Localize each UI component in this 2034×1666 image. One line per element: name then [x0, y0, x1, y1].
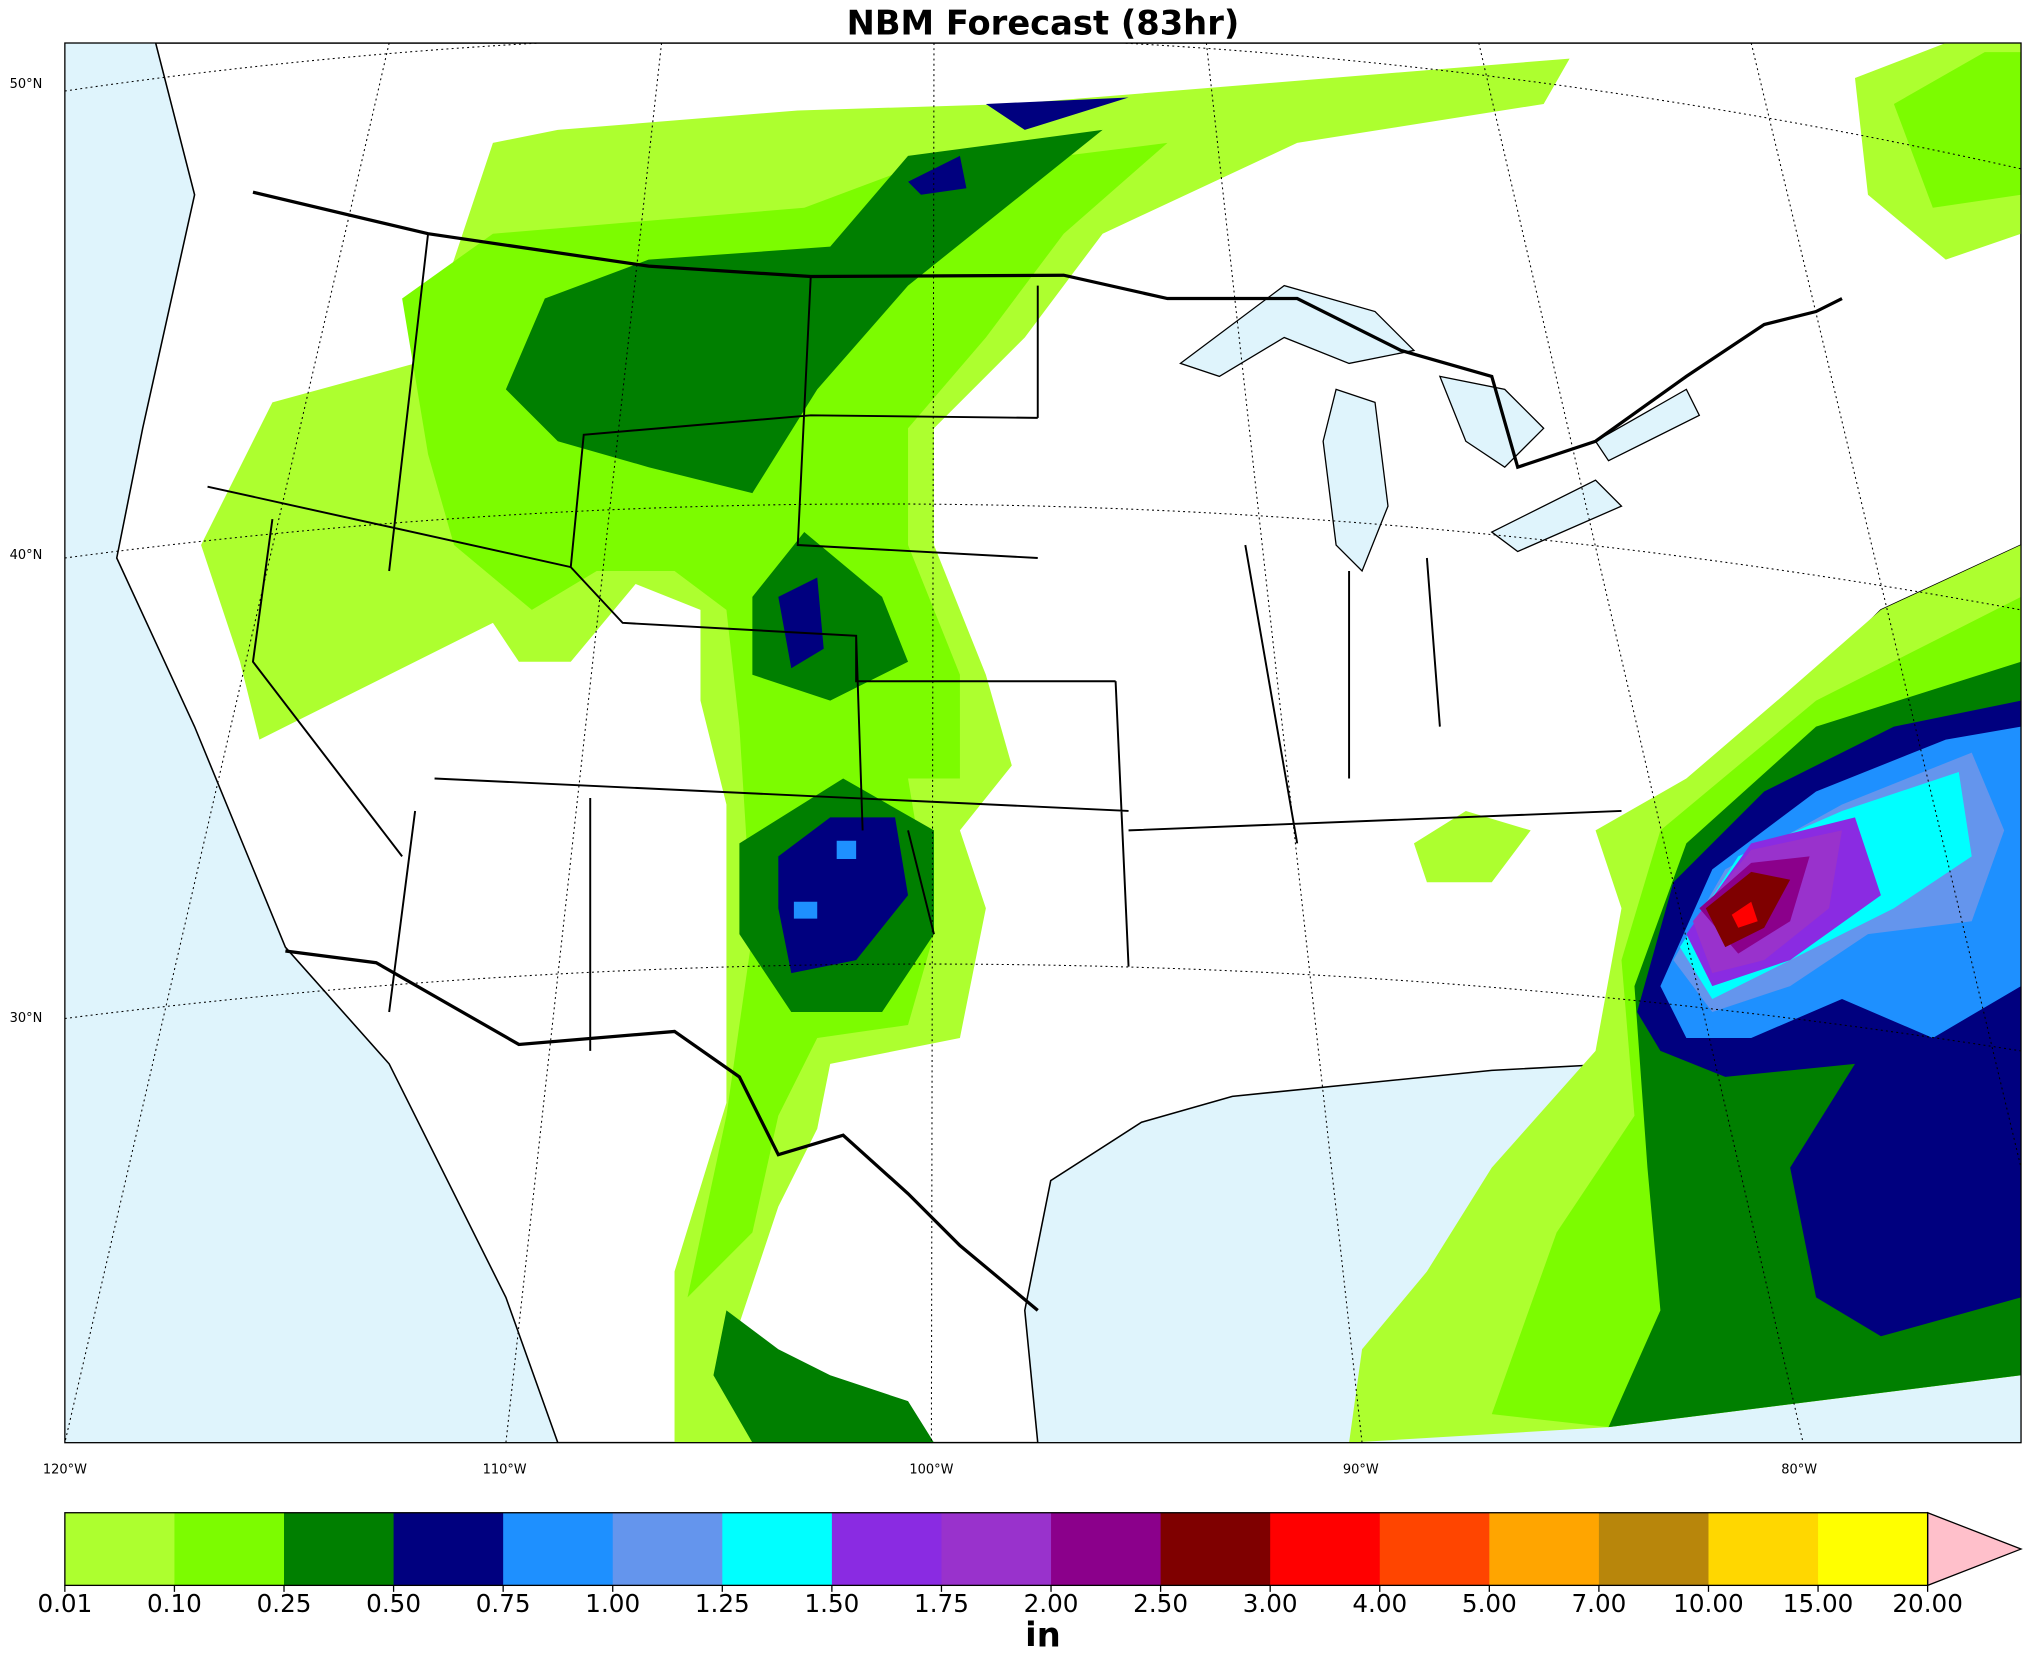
colorbar-box — [503, 1512, 614, 1586]
colorbar-box — [1270, 1512, 1381, 1586]
map-frame — [64, 42, 2022, 1444]
colorbar: 0.01 0.10 0.25 0.50 0.75 1.00 1.25 1.50 1.75 2.00… — [37, 1511, 2023, 1618]
colorbar-tick-label: 0.01 — [37, 1589, 92, 1618]
colorbar-tick-label: 7.00 — [1571, 1589, 1626, 1618]
colorbar-tick-label: 1.75 — [914, 1589, 969, 1618]
colorbar-tick-label: 2.50 — [1133, 1589, 1188, 1618]
colorbar-box — [941, 1512, 1052, 1586]
colorbar-box — [1379, 1512, 1490, 1586]
colorbar-tick-label: 1.25 — [695, 1589, 750, 1618]
colorbar-box — [1051, 1512, 1162, 1586]
lon-label: 100°W — [909, 1462, 953, 1477]
precip — [201, 43, 2022, 1443]
precip-contour — [1731, 901, 1758, 928]
colorbar-box — [1708, 1512, 1819, 1586]
colorbar-tick-label: 15.00 — [1783, 1589, 1854, 1618]
national-border — [252, 190, 1843, 470]
colorbar-box — [64, 1512, 176, 1586]
colorbar-box — [284, 1512, 395, 1586]
colorbar-box — [831, 1512, 943, 1586]
colorbar-box — [722, 1512, 833, 1586]
lat-label: 30°N — [10, 1011, 43, 1026]
colorbar-frame — [64, 1512, 1929, 1587]
precip-contour — [778, 97, 1129, 974]
lon-label: 120°W — [43, 1462, 87, 1477]
colorbar-tick-label: 3.00 — [1243, 1589, 1298, 1618]
colorbar-box — [1489, 1512, 1600, 1586]
colorbar-box — [1160, 1512, 1271, 1586]
colorbar-tick-label: 0.25 — [257, 1589, 312, 1618]
colorbar-tick-label: 5.00 — [1462, 1589, 1517, 1618]
lake — [1179, 284, 1701, 573]
colorbar-extend — [1926, 1511, 2023, 1587]
colorbar-tick-label: 2.00 — [1024, 1589, 1079, 1618]
axis-labels: 50°N 40°N 30°N 120°W 110°W 100°W 90°W 80°W — [10, 77, 1818, 1477]
lon-label: 80°W — [1781, 1462, 1817, 1477]
lat-label: 40°N — [10, 548, 43, 563]
national-border — [285, 949, 1039, 1312]
colorbar-box — [612, 1512, 723, 1586]
lat-label: 50°N — [10, 77, 43, 92]
colorbar-tick-label: 1.00 — [585, 1589, 640, 1618]
colorbar-tick-label: 4.00 — [1352, 1589, 1407, 1618]
colorbar-tick-label: 0.50 — [366, 1589, 421, 1618]
colorbar-label: in — [1025, 1616, 1061, 1655]
colorbar-tick-label: 1.50 — [804, 1589, 859, 1618]
colorbar-box — [1598, 1512, 1710, 1586]
map — [64, 43, 2022, 1443]
colorbar-tick-label: 0.75 — [476, 1589, 531, 1618]
precip-contour — [505, 129, 1103, 1443]
colorbar-tick-label: 10.00 — [1673, 1589, 1744, 1618]
colorbar-box — [174, 1512, 285, 1586]
lon-label: 110°W — [483, 1462, 527, 1477]
colorbar-box — [393, 1512, 504, 1586]
colorbar-box — [1818, 1512, 1929, 1586]
title: NBM Forecast (83hr) — [847, 3, 1240, 42]
colorbar-tick-label: 20.00 — [1892, 1589, 1963, 1618]
colorbar-tick-label: 0.10 — [147, 1589, 202, 1618]
state-borders — [207, 233, 1622, 1051]
lon-label: 90°W — [1343, 1462, 1379, 1477]
